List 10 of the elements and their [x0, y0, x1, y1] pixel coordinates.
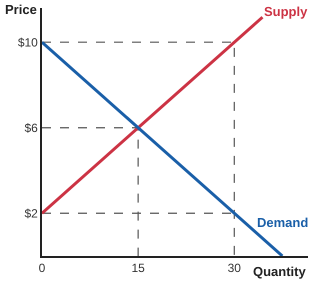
x-tick-label: 15 — [131, 261, 146, 276]
series-label: Supply — [264, 4, 308, 19]
y-axis-title: Price — [5, 2, 37, 17]
y-tick-label: $2 — [24, 206, 38, 220]
x-axis-title: Quantity — [253, 264, 306, 279]
y-tick-label: $6 — [24, 120, 38, 135]
x-tick-label: 30 — [228, 261, 242, 276]
y-tick-label: $10 — [18, 35, 38, 50]
series-label: Demand — [257, 215, 308, 230]
x-tick-label: 0 — [38, 261, 46, 276]
